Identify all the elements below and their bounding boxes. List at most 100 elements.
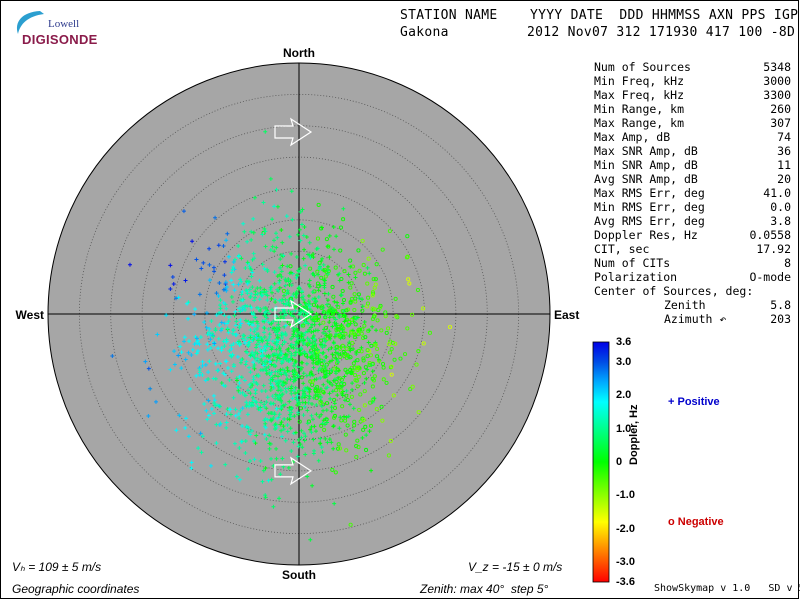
- source-positive-mark: [286, 291, 291, 296]
- source-positive-mark: [285, 352, 290, 357]
- source-positive-mark: [241, 221, 246, 226]
- source-positive-mark: [327, 381, 332, 385]
- source-positive-mark: [289, 313, 294, 318]
- source-positive-mark: [218, 361, 223, 366]
- source-positive-mark: [276, 328, 281, 333]
- source-positive-mark: [280, 263, 285, 268]
- source-negative-mark: [318, 400, 323, 405]
- source-negative-mark: [337, 446, 342, 451]
- source-negative-mark: [319, 275, 324, 280]
- source-positive-mark: [275, 394, 280, 399]
- source-positive-mark: [170, 275, 175, 280]
- source-negative-mark: [356, 374, 361, 379]
- source-positive-mark: [335, 303, 340, 308]
- source-positive-mark: [243, 318, 248, 323]
- source-positive-mark: [286, 346, 291, 351]
- source-positive-mark: [278, 310, 283, 315]
- source-positive-mark: [264, 400, 269, 405]
- source-positive-mark: [316, 294, 321, 299]
- source-negative-mark: [363, 335, 368, 340]
- source-positive-mark: [227, 407, 232, 412]
- stat-row: Min Range, km 260: [594, 102, 791, 116]
- source-positive-mark: [309, 369, 314, 374]
- source-positive-mark: [306, 293, 311, 298]
- source-positive-mark: [289, 410, 294, 415]
- source-positive-mark: [240, 305, 245, 310]
- source-positive-mark: [283, 331, 288, 336]
- source-positive-mark: [295, 393, 300, 398]
- source-positive-mark: [249, 403, 254, 408]
- source-positive-mark: [249, 428, 254, 433]
- source-positive-mark: [275, 416, 280, 421]
- source-positive-mark: [351, 406, 356, 411]
- source-negative-mark: [321, 390, 326, 395]
- source-positive-mark: [260, 349, 265, 354]
- source-positive-mark: [229, 343, 234, 348]
- source-positive-mark: [266, 311, 271, 316]
- source-positive-mark: [224, 425, 229, 430]
- source-positive-mark: [247, 459, 252, 464]
- source-positive-mark: [297, 317, 302, 322]
- source-positive-mark: [294, 295, 299, 300]
- source-positive-mark: [190, 347, 195, 352]
- stat-label: Doppler Res, Hz: [594, 228, 698, 242]
- source-positive-mark: [252, 363, 257, 368]
- source-negative-mark: [375, 318, 380, 323]
- source-positive-mark: [263, 388, 268, 393]
- source-positive-mark: [192, 312, 197, 317]
- source-positive-mark: [228, 412, 233, 417]
- source-negative-mark: [361, 356, 366, 361]
- source-positive-mark: [261, 367, 266, 372]
- source-positive-mark: [254, 433, 259, 438]
- source-negative-mark: [352, 419, 357, 424]
- stat-row: Min SNR Amp, dB 11: [594, 158, 791, 172]
- source-positive-mark: [229, 270, 234, 275]
- source-negative-mark: [389, 346, 394, 352]
- source-positive-mark: [246, 466, 251, 471]
- source-negative-mark: [341, 335, 346, 340]
- stat-label: CIT, sec: [594, 242, 650, 256]
- source-positive-mark: [303, 263, 308, 268]
- source-positive-mark: [310, 317, 315, 322]
- source-positive-mark: [276, 380, 281, 385]
- source-positive-mark: [237, 416, 242, 421]
- source-positive-mark: [242, 378, 247, 383]
- source-positive-mark: [207, 278, 212, 283]
- source-positive-mark: [285, 288, 290, 293]
- source-positive-mark: [249, 237, 254, 242]
- source-negative-mark: [387, 342, 392, 347]
- source-negative-mark: [373, 342, 378, 347]
- source-positive-mark: [247, 279, 252, 284]
- source-positive-mark: [222, 344, 227, 349]
- source-positive-mark: [249, 305, 254, 310]
- source-positive-mark: [173, 296, 178, 301]
- source-positive-mark: [213, 327, 218, 332]
- source-positive-mark: [279, 434, 284, 439]
- source-negative-mark: [388, 438, 393, 444]
- source-positive-mark: [252, 329, 257, 334]
- source-positive-mark: [194, 373, 199, 378]
- source-positive-mark: [196, 446, 201, 451]
- source-positive-mark: [326, 347, 331, 352]
- source-positive-mark: [322, 343, 327, 348]
- source-positive-mark: [216, 336, 221, 341]
- source-positive-mark: [296, 444, 301, 449]
- stat-row: Num of CITs 8: [594, 256, 791, 270]
- source-negative-mark: [340, 404, 345, 409]
- source-positive-mark: [324, 333, 329, 338]
- source-positive-mark: [148, 386, 153, 391]
- source-negative-mark: [348, 355, 353, 360]
- source-positive-mark: [244, 425, 249, 430]
- source-positive-mark: [321, 310, 326, 315]
- source-positive-mark: [261, 468, 266, 473]
- source-positive-mark: [269, 362, 274, 367]
- source-positive-mark: [298, 266, 303, 271]
- source-positive-mark: [255, 286, 260, 291]
- source-positive-mark: [293, 385, 298, 390]
- source-positive-mark: [218, 303, 223, 308]
- colorbar-tick-label: 3.0: [616, 356, 632, 368]
- source-positive-mark: [275, 274, 280, 279]
- source-negative-mark: [301, 323, 306, 328]
- source-positive-mark: [321, 305, 326, 310]
- source-positive-mark: [278, 257, 283, 262]
